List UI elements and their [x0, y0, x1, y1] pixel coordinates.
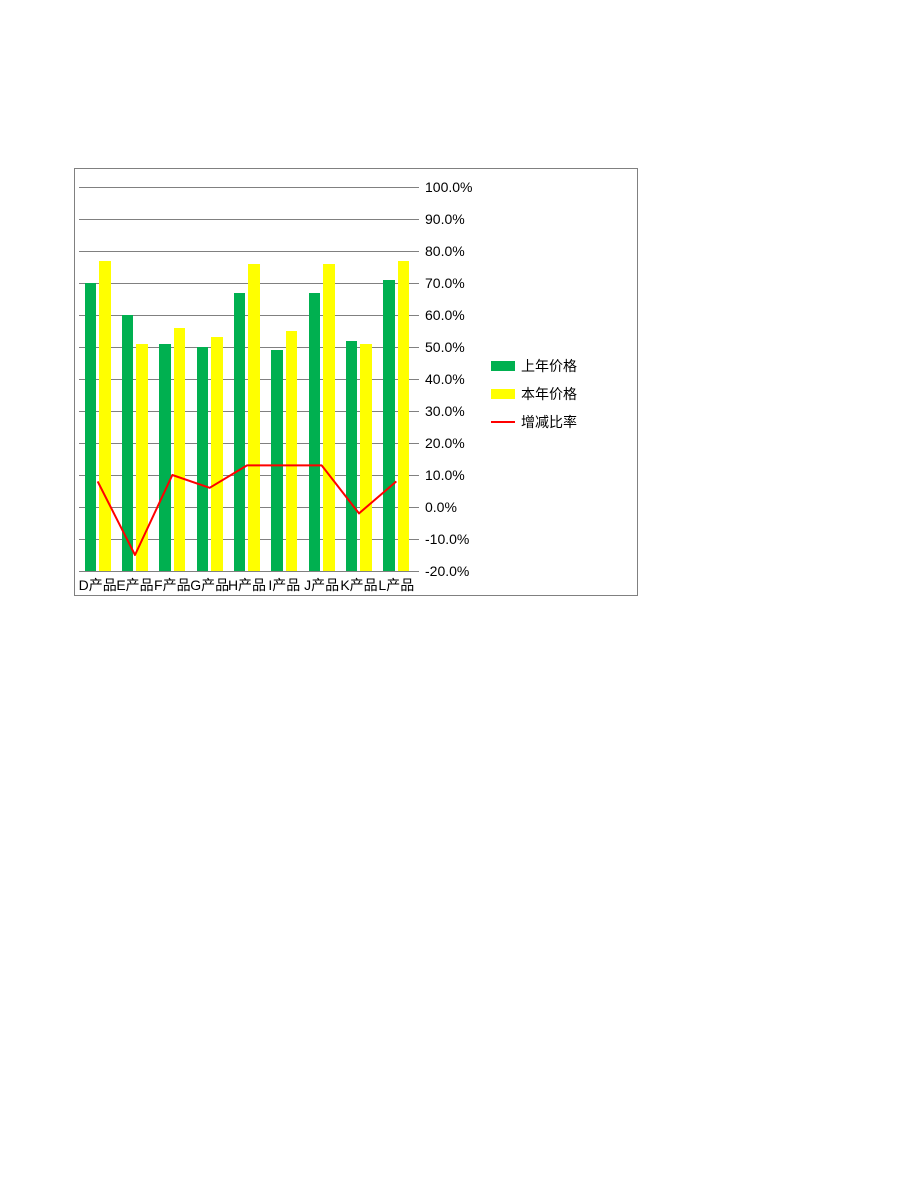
ytick-label: 100.0% — [425, 179, 472, 195]
xtick-label: K产品 — [340, 575, 377, 595]
line-series — [79, 187, 415, 571]
legend-label: 本年价格 — [521, 384, 577, 404]
xtick-label: E产品 — [116, 575, 153, 595]
legend-swatch — [491, 361, 515, 371]
xtick-label: L产品 — [378, 575, 414, 595]
chart-frame: -20.0% -10.0% 0.0% 10.0% 20.0% 30.0% 40.0% 50.0… — [74, 168, 638, 596]
ytick-mark — [415, 507, 419, 508]
ytick-label: -10.0% — [425, 531, 469, 547]
legend-line — [491, 421, 515, 423]
ytick-label: 30.0% — [425, 403, 465, 419]
legend-label: 上年价格 — [521, 356, 577, 376]
legend-item: 本年价格 — [491, 384, 577, 404]
ytick-mark — [415, 187, 419, 188]
xtick-label: H产品 — [228, 575, 266, 595]
ytick-label: 40.0% — [425, 371, 465, 387]
ytick-label: 80.0% — [425, 243, 465, 259]
xtick-label: D产品 — [79, 575, 117, 595]
ytick-mark — [415, 315, 419, 316]
legend-label: 增减比率 — [521, 412, 577, 432]
ytick-mark — [415, 411, 419, 412]
ytick-mark — [415, 283, 419, 284]
gridline — [79, 571, 415, 572]
xtick-label: I产品 — [268, 575, 300, 595]
legend-item: 上年价格 — [491, 356, 577, 376]
xtick-label: G产品 — [190, 575, 229, 595]
ytick-label: 10.0% — [425, 467, 465, 483]
ytick-label: 70.0% — [425, 275, 465, 291]
ytick-mark — [415, 443, 419, 444]
ytick-mark — [415, 379, 419, 380]
ytick-mark — [415, 347, 419, 348]
ytick-mark — [415, 475, 419, 476]
legend-swatch — [491, 389, 515, 399]
ytick-mark — [415, 251, 419, 252]
ytick-label: -20.0% — [425, 563, 469, 579]
ytick-mark — [415, 571, 419, 572]
legend: 上年价格本年价格增减比率 — [491, 356, 577, 440]
ytick-label: 50.0% — [425, 339, 465, 355]
ytick-mark — [415, 219, 419, 220]
ytick-label: 90.0% — [425, 211, 465, 227]
line-path — [98, 465, 397, 555]
page: -20.0% -10.0% 0.0% 10.0% 20.0% 30.0% 40.0% 50.0… — [0, 0, 920, 1191]
xtick-label: F产品 — [154, 575, 191, 595]
legend-item: 增减比率 — [491, 412, 577, 432]
ytick-mark — [415, 539, 419, 540]
plot-area — [79, 187, 415, 571]
xtick-label: J产品 — [304, 575, 339, 595]
ytick-label: 0.0% — [425, 499, 457, 515]
ytick-label: 20.0% — [425, 435, 465, 451]
ytick-label: 60.0% — [425, 307, 465, 323]
